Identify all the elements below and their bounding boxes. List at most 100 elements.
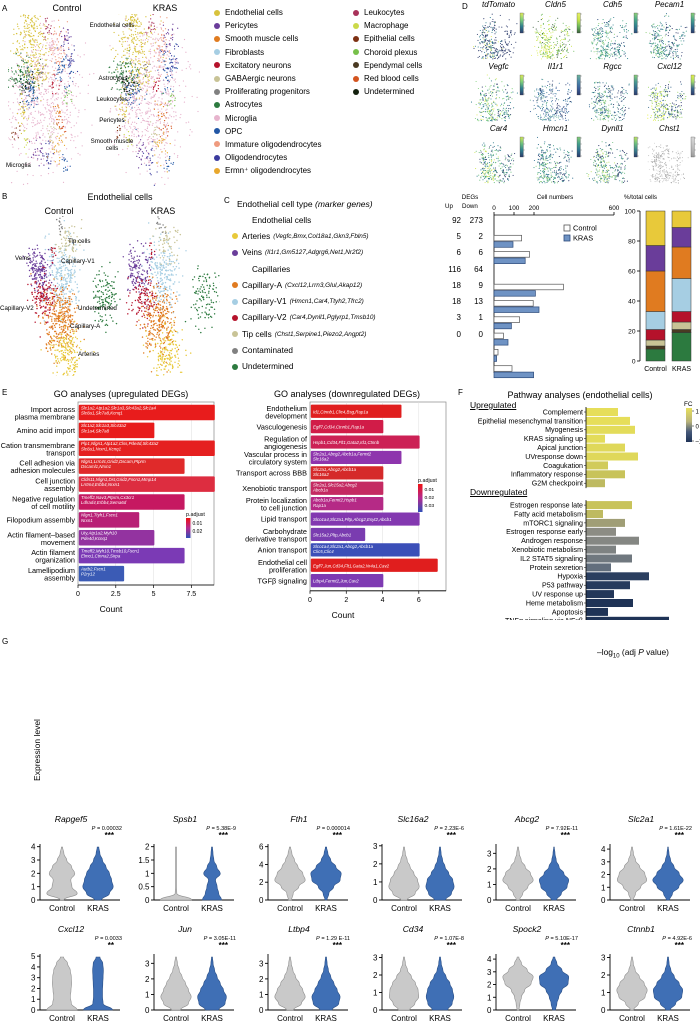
umap-point bbox=[121, 44, 122, 45]
umap-point bbox=[52, 313, 53, 314]
panel-a-legend-item[interactable]: Ermn⁺ oligodendrocytes bbox=[214, 164, 322, 177]
umap-point bbox=[130, 58, 131, 59]
umap-point bbox=[152, 139, 153, 140]
umap-point bbox=[71, 60, 72, 61]
umap-point bbox=[149, 102, 150, 103]
umap-point bbox=[28, 109, 29, 110]
umap-point bbox=[43, 300, 44, 301]
umap-point bbox=[147, 170, 148, 171]
umap-point bbox=[151, 103, 152, 104]
panel-a-legend-item[interactable]: Endothelial cells bbox=[214, 6, 322, 19]
panel-a-legend-item[interactable]: Microglia bbox=[214, 112, 322, 125]
umap-point bbox=[42, 72, 43, 73]
umap-point bbox=[160, 267, 161, 268]
umap-point bbox=[131, 60, 132, 61]
umap-point bbox=[163, 265, 164, 266]
panel-a-legend-item[interactable]: GABAergic neurons bbox=[214, 72, 322, 85]
umap-point bbox=[62, 159, 63, 160]
umap-point bbox=[32, 47, 33, 48]
panel-a-legend-item[interactable]: Choroid plexus bbox=[353, 46, 422, 59]
umap-point bbox=[58, 57, 59, 58]
umap-point bbox=[45, 140, 46, 141]
umap-point bbox=[41, 48, 42, 49]
umap-point bbox=[112, 320, 113, 321]
umap-point bbox=[54, 53, 55, 54]
panel-a-legend-item[interactable]: Proliferating progenitors bbox=[214, 85, 322, 98]
umap-point bbox=[59, 351, 60, 352]
umap-point bbox=[148, 222, 149, 223]
umap-point bbox=[46, 293, 47, 294]
panel-a-legend-item[interactable]: Epithelial cells bbox=[353, 32, 422, 45]
umap-point bbox=[137, 88, 138, 89]
umap-point bbox=[147, 62, 148, 63]
umap-point bbox=[25, 20, 26, 21]
umap-point bbox=[131, 135, 132, 136]
umap-point bbox=[131, 36, 132, 37]
umap-point bbox=[52, 42, 53, 43]
umap-point bbox=[127, 63, 128, 64]
umap-point bbox=[31, 267, 32, 268]
umap-point bbox=[33, 107, 34, 108]
umap-point bbox=[175, 81, 176, 82]
umap-point bbox=[172, 67, 173, 68]
umap-point bbox=[40, 266, 41, 267]
panel-a-legend-item[interactable]: Ependymal cells bbox=[353, 59, 422, 72]
umap-point bbox=[57, 341, 58, 342]
umap-point bbox=[40, 306, 41, 307]
panel-a-legend-item[interactable]: Oligodendrocytes bbox=[214, 151, 322, 164]
panel-a-legend-item[interactable]: Pericytes bbox=[214, 19, 322, 32]
umap-point bbox=[131, 34, 132, 35]
umap-point bbox=[152, 61, 153, 62]
umap-point bbox=[136, 123, 137, 124]
umap-point bbox=[157, 58, 158, 59]
umap-point bbox=[56, 338, 57, 339]
panel-a-legend-item[interactable]: Undetermined bbox=[353, 85, 422, 98]
umap-point bbox=[153, 324, 154, 325]
umap-point bbox=[57, 106, 58, 107]
umap-point bbox=[33, 25, 34, 26]
umap-point bbox=[174, 61, 175, 62]
umap-point bbox=[33, 89, 34, 90]
umap-point bbox=[65, 127, 66, 128]
umap-point bbox=[150, 282, 151, 283]
umap-point bbox=[101, 286, 102, 287]
panel-a-legend-item[interactable]: Red blood cells bbox=[353, 72, 422, 85]
panel-a-legend-item[interactable]: Macrophage bbox=[353, 19, 422, 32]
umap-point bbox=[174, 100, 175, 101]
umap-point bbox=[50, 341, 51, 342]
umap-point bbox=[158, 55, 159, 56]
umap-point bbox=[17, 81, 18, 82]
umap-point bbox=[42, 258, 43, 259]
umap-point bbox=[24, 90, 25, 91]
umap-point bbox=[65, 56, 66, 57]
umap-point bbox=[137, 240, 138, 241]
panel-a-legend-item[interactable]: Leukocytes bbox=[353, 6, 422, 19]
umap-point bbox=[136, 51, 137, 52]
umap-point bbox=[32, 93, 33, 94]
panel-a-legend-item[interactable]: Immature oligodendrocytes bbox=[214, 138, 322, 151]
umap-point bbox=[76, 363, 77, 364]
umap-point bbox=[57, 297, 58, 298]
umap-point bbox=[48, 153, 49, 154]
panel-a-legend-item[interactable]: Astrocytes bbox=[214, 98, 322, 111]
umap-point bbox=[34, 104, 35, 105]
panel-a-legend-item[interactable]: Fibroblasts bbox=[214, 46, 322, 59]
umap-point bbox=[30, 54, 31, 55]
panel-a-legend-item[interactable]: Smooth muscle cells bbox=[214, 32, 322, 45]
umap-point bbox=[31, 51, 32, 52]
umap-point bbox=[52, 323, 53, 324]
umap-point bbox=[52, 303, 53, 304]
umap-point bbox=[137, 83, 138, 84]
panel-a-legend-item[interactable]: Excitatory neurons bbox=[214, 59, 322, 72]
umap-point bbox=[28, 104, 29, 105]
umap-point bbox=[30, 91, 31, 92]
umap-point bbox=[168, 100, 169, 101]
umap-point bbox=[143, 40, 144, 41]
umap-point bbox=[137, 32, 138, 33]
umap-point bbox=[160, 271, 161, 272]
umap-point bbox=[73, 349, 74, 350]
umap-point bbox=[148, 334, 149, 335]
umap-point bbox=[132, 129, 133, 130]
panel-a-legend-item[interactable]: OPC bbox=[214, 125, 322, 138]
umap-point bbox=[65, 131, 66, 132]
